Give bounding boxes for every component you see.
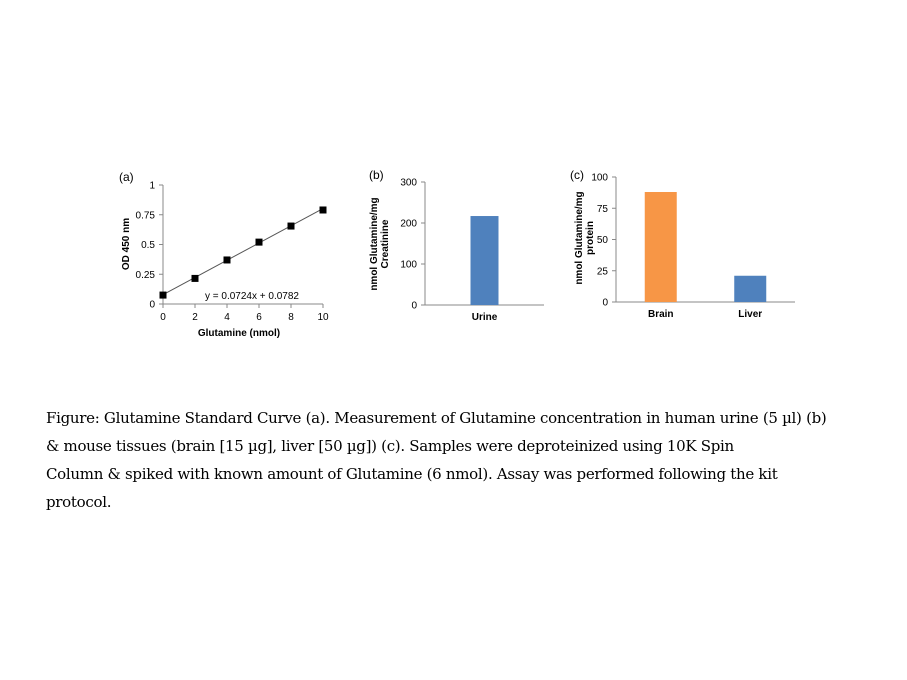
panel-c-y-tick-label: 75 xyxy=(597,204,609,215)
panel-a-label: (a) xyxy=(119,170,134,184)
panel-c-y-tick-label: 100 xyxy=(591,173,608,184)
panel-a-x-tick-label: 0 xyxy=(160,312,166,323)
panel-b-y-tick-label: 200 xyxy=(400,219,417,230)
panel-a-x-tick-label: 8 xyxy=(288,312,294,323)
panel-b-y-tick-label: 100 xyxy=(400,260,417,271)
caption-line-4: protocol. xyxy=(46,493,112,511)
panel-a-x-tick-label: 6 xyxy=(256,312,262,323)
panel-c-y-tick-label: 50 xyxy=(597,235,609,246)
panel-a-x-ticks: 0 2 4 6 8 10 xyxy=(160,304,329,323)
panel-a-y-tick-label: 0.5 xyxy=(141,240,155,251)
panel-a-y-label: OD 450 nm xyxy=(121,218,132,270)
panel-c-label: (c) xyxy=(570,168,584,182)
panel-a-data-point xyxy=(159,291,167,299)
panel-a-data-point xyxy=(319,206,327,214)
panel-a-data-point xyxy=(191,274,199,282)
panel-a-y-tick-label: 1 xyxy=(149,181,155,192)
panel-a-y-tick-label: 0.25 xyxy=(136,270,156,281)
panel-a-x-tick-label: 4 xyxy=(224,312,230,323)
panel-c-y-tick-label: 25 xyxy=(597,266,609,277)
panel-a-data-point xyxy=(223,256,231,264)
panel-c-y-label-line2: protein xyxy=(585,221,596,255)
panel-c-y-ticks: 0 25 50 75 100 xyxy=(591,173,616,309)
panel-c-y-label-line1: nmol Glutamine/mg xyxy=(574,191,585,284)
panel-a-x-label: Glutamine (nmol) xyxy=(198,328,280,339)
panel-b-y-label-line2: Creatinine xyxy=(380,219,391,268)
panel-a-y-tick-label: 0.75 xyxy=(136,210,156,221)
panel-b-y-ticks: 0 100 200 300 xyxy=(400,178,425,312)
panel-c-y-tick-label: 0 xyxy=(602,298,608,309)
caption-line-1: Figure: Glutamine Standard Curve (a). Me… xyxy=(46,409,827,427)
panel-b-y-tick-label: 300 xyxy=(400,178,417,189)
panel-a-data-point xyxy=(255,238,263,246)
panel-b-category-label: Urine xyxy=(472,312,498,323)
panel-a-y-ticks: 0 0.25 0.5 0.75 1 xyxy=(136,181,163,311)
panel-c-category-label: Brain xyxy=(648,309,674,320)
panel-b-bar-urine xyxy=(470,216,499,305)
panel-a-points xyxy=(159,206,327,299)
panel-b-y-label-line1: nmol Glutamine/mg xyxy=(369,197,380,290)
panel-c-bar-brain xyxy=(644,192,677,302)
panel-a-equation: y = 0.0724x + 0.0782 xyxy=(205,291,299,302)
panel-c-bar-liver xyxy=(734,275,767,302)
panel-b-label: (b) xyxy=(369,168,384,182)
panel-a: (a) 0 0.25 0.5 0.75 1 0 2 4 6 8 10 y = 0.0724x + … xyxy=(119,170,329,339)
figure-caption: Figure: Glutamine Standard Curve (a). Me… xyxy=(46,404,876,516)
panel-c: (c) 0 25 50 75 100 Brain Liver nmol Glutamine… xyxy=(570,168,795,320)
panel-c-bars: Brain Liver xyxy=(644,192,767,320)
panel-a-data-point xyxy=(287,222,295,230)
panel-c-category-label: Liver xyxy=(738,309,762,320)
panel-b-bars: Urine xyxy=(470,216,499,323)
panel-a-x-tick-label: 10 xyxy=(317,312,329,323)
caption-line-3: Column & spiked with known amount of Glu… xyxy=(46,465,778,483)
panel-b-y-tick-label: 0 xyxy=(411,301,417,312)
panel-a-y-tick-label: 0 xyxy=(149,300,155,311)
panel-a-x-tick-label: 2 xyxy=(192,312,198,323)
panel-a-trendline xyxy=(162,208,324,296)
panel-b: (b) 0 100 200 300 Urine nmol Glutamine/mg C… xyxy=(369,168,544,323)
caption-line-2: & mouse tissues (brain [15 µg], liver [5… xyxy=(46,437,734,455)
